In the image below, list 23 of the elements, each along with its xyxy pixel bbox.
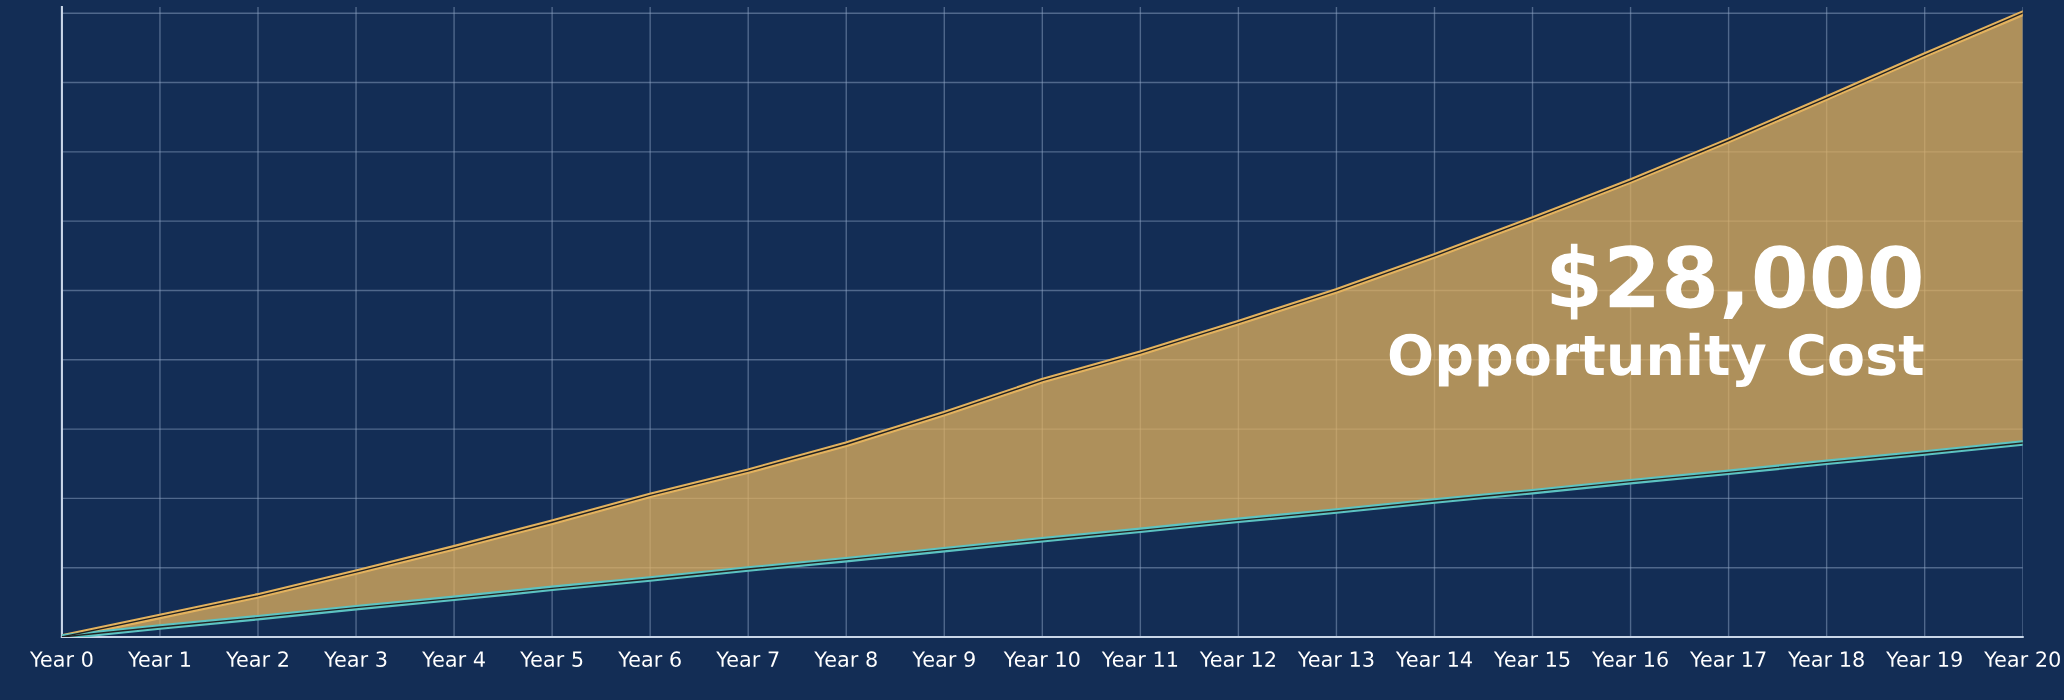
x-tick-label: Year 0	[29, 651, 93, 668]
annotation: Opportunity Cost	[1389, 332, 1924, 387]
x-tick-label: Year 16	[1591, 651, 1668, 668]
x-tick-label: Year 18	[1787, 651, 1864, 668]
x-tick-label: Year 17	[1689, 651, 1766, 668]
x-tick-label: Year 3	[324, 651, 387, 668]
x-tick-label: Year 8	[814, 651, 877, 668]
x-tick-label: Year 1	[127, 651, 191, 668]
x-tick-label: Year 11	[1101, 651, 1178, 668]
x-tick-label: Year 6	[618, 651, 681, 668]
annotation: $28,000	[1551, 243, 1921, 320]
x-tick-label: Year 2	[225, 651, 288, 668]
x-tick-label: Year 4	[422, 651, 485, 668]
x-tick-label: Year 13	[1297, 651, 1374, 668]
x-tick-label: Year 10	[1003, 651, 1080, 668]
x-tick-label: Year 15	[1493, 651, 1570, 668]
x-tick-label: Year 19	[1886, 651, 1962, 668]
x-tick-label: Year 14	[1395, 651, 1472, 668]
x-tick-label: Year 9	[912, 651, 975, 668]
x-tick-label: Year 5	[520, 651, 583, 668]
x-tick-label: Year 7	[716, 651, 779, 668]
x-tick-label: Year 12	[1199, 651, 1275, 668]
x-tick-label: Year 20	[1984, 651, 2060, 668]
